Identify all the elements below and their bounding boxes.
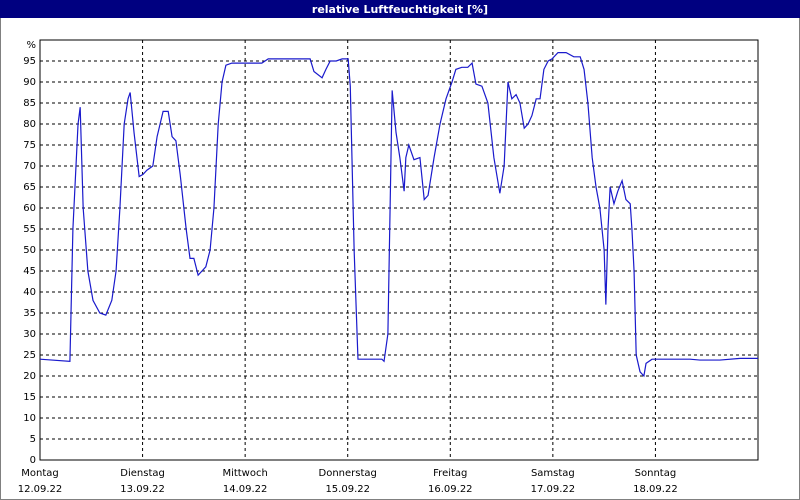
y-tick-label: 45: [23, 266, 36, 277]
title-bar: [0, 0, 800, 18]
y-tick-label: 75: [23, 140, 36, 151]
y-tick-label: 85: [23, 98, 36, 109]
y-tick-label: 90: [23, 77, 36, 88]
y-tick-label: 80: [23, 119, 36, 130]
y-tick-label: 95: [23, 56, 36, 67]
y-tick-label: 60: [23, 203, 36, 214]
x-tick-label: Montag: [21, 468, 58, 479]
y-tick-label: 35: [23, 308, 36, 319]
x-tick-date: 18.09.22: [633, 484, 678, 495]
x-tick-date: 13.09.22: [120, 484, 165, 495]
y-tick-label: 0: [30, 455, 36, 466]
x-tick-label: Dienstag: [120, 468, 165, 479]
y-tick-label: 10: [23, 413, 36, 424]
y-tick-label: %: [26, 40, 36, 51]
x-tick-date: 15.09.22: [325, 484, 370, 495]
plot-area: [39, 39, 759, 461]
x-tick-date: 16.09.22: [428, 484, 473, 495]
x-tick-label: Freitag: [433, 468, 467, 479]
chart-title: relative Luftfeuchtigkeit [%]: [312, 3, 488, 16]
y-tick-label: 5: [30, 434, 36, 445]
y-tick-label: 40: [23, 287, 36, 298]
x-tick-date: 12.09.22: [18, 484, 63, 495]
y-tick-label: 25: [23, 350, 36, 361]
y-tick-label: 55: [23, 224, 36, 235]
y-tick-label: 20: [23, 371, 36, 382]
x-tick-date: 14.09.22: [223, 484, 268, 495]
line: [39, 52, 758, 378]
x-tick-label: Donnerstag: [319, 468, 377, 479]
y-tick-label: 65: [23, 182, 36, 193]
x-tick-label: Mittwoch: [222, 468, 267, 479]
y-tick-label: 50: [23, 245, 36, 256]
y-tick-label: 70: [23, 161, 36, 172]
x-tick-label: Samstag: [531, 468, 575, 479]
x-tick-label: Sonntag: [635, 468, 677, 479]
y-tick-label: 15: [23, 392, 36, 403]
y-tick-label: 30: [23, 329, 36, 340]
x-tick-date: 17.09.22: [531, 484, 576, 495]
